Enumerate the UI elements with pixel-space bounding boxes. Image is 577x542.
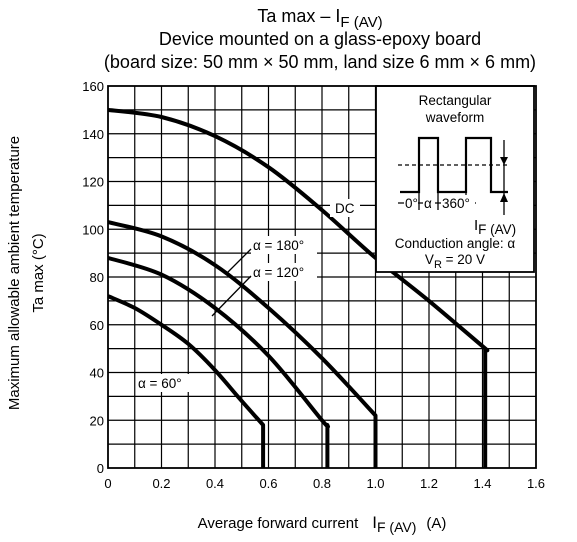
y-tick-label: 60 bbox=[90, 318, 104, 333]
inset-current-subscript: F (AV) bbox=[478, 222, 516, 237]
series-curve-0 bbox=[107, 107, 490, 468]
annotations: DC α = 180° α = 120° α = 60° bbox=[136, 199, 360, 392]
y-tick-label: 140 bbox=[82, 127, 104, 142]
label-60-bg bbox=[136, 374, 194, 392]
x-axis-label-main: Average forward current bbox=[198, 515, 359, 532]
y-tick-label: 160 bbox=[82, 79, 104, 94]
inset-box bbox=[375, 85, 535, 273]
x-axis-label: Average forward current IF (AV) (A) bbox=[198, 513, 447, 535]
y-tick-label: 0 bbox=[97, 461, 104, 476]
y-axis-label-line2: Ta max (°C) bbox=[30, 233, 47, 312]
label-alpha-120: α = 120° bbox=[253, 265, 304, 280]
x-tick-label: 1.6 bbox=[527, 476, 545, 491]
x-tick-label: 0.4 bbox=[206, 476, 224, 491]
y-tick-label: 20 bbox=[90, 413, 104, 428]
inset-title-line1: Rectangular bbox=[419, 93, 492, 108]
x-axis-label-symbol: I bbox=[372, 513, 377, 532]
series-curves bbox=[107, 107, 490, 468]
inset-vr-symbol: V bbox=[425, 252, 434, 267]
chart-title-line1: Ta max – IF (AV) bbox=[257, 6, 382, 31]
series-curve-2 bbox=[107, 255, 331, 468]
series-curve-3 bbox=[107, 294, 266, 468]
inset-angle-alpha: α bbox=[424, 196, 432, 211]
plot-area: 0 0.2 0.4 0.6 0.8 1.0 1.2 1.4 1.6 0 20 40 60 80 100 12… bbox=[82, 79, 545, 491]
x-tick-label: 0.8 bbox=[313, 476, 331, 491]
y-axis-label-line1: Maximum allowable ambient temperature bbox=[6, 136, 23, 410]
label-alpha-60: α = 60° bbox=[138, 376, 182, 391]
leader-120 bbox=[211, 275, 252, 317]
plot-frame bbox=[107, 85, 537, 469]
x-tick-label: 1.2 bbox=[420, 476, 438, 491]
x-axis-label-unit: (A) bbox=[426, 515, 446, 532]
x-axis-label-subscript: F (AV) bbox=[377, 519, 416, 535]
inset-vr: VR = 20 V bbox=[425, 252, 485, 271]
inset-title-line2: waveform bbox=[425, 110, 485, 125]
y-tick-label: 40 bbox=[90, 366, 104, 381]
inset-current-symbol: I bbox=[474, 217, 478, 234]
x-tick-label: 1.4 bbox=[473, 476, 491, 491]
chart-title-line3: (board size: 50 mm × 50 mm, land size 6 … bbox=[104, 52, 536, 72]
y-tick-label: 120 bbox=[82, 175, 104, 190]
series-curve-1 bbox=[107, 220, 378, 468]
y-tick-label: 80 bbox=[90, 270, 104, 285]
inset-angle-0: 0° bbox=[405, 196, 418, 211]
y-tick-label: 100 bbox=[82, 222, 104, 237]
inset-vr-subscript: R bbox=[434, 259, 442, 271]
waveform-inset: Rectangular waveform 0° α 360° IF (AV) C… bbox=[375, 85, 535, 273]
x-tick-label: 1.0 bbox=[366, 476, 384, 491]
title-subscript: F (AV) bbox=[340, 14, 382, 31]
label-180-bg bbox=[251, 236, 317, 254]
label-120-bg bbox=[251, 263, 317, 281]
x-tick-label: 0.6 bbox=[259, 476, 277, 491]
inset-vr-value: = 20 V bbox=[442, 252, 485, 267]
x-tick-label: 0.2 bbox=[152, 476, 170, 491]
average-arrow-head-up bbox=[500, 193, 508, 202]
label-dc: DC bbox=[335, 201, 355, 216]
leader-180 bbox=[225, 248, 252, 275]
inset-angle-360: 360° bbox=[442, 196, 470, 211]
y-tick-labels: 0 20 40 60 80 100 120 140 160 bbox=[82, 79, 104, 476]
chart-title-line2: Device mounted on a glass-epoxy board bbox=[159, 29, 481, 49]
x-tick-label: 0 bbox=[104, 476, 111, 491]
inset-conduction-angle: Conduction angle: α bbox=[395, 236, 516, 251]
label-dc-bg bbox=[330, 199, 360, 217]
x-tick-labels: 0 0.2 0.4 0.6 0.8 1.0 1.2 1.4 1.6 bbox=[104, 476, 545, 491]
title-main: Ta max – I bbox=[257, 6, 340, 26]
label-alpha-180: α = 180° bbox=[253, 238, 304, 253]
average-arrow-head-down bbox=[500, 157, 508, 165]
inset-current-label: IF (AV) bbox=[474, 217, 516, 237]
